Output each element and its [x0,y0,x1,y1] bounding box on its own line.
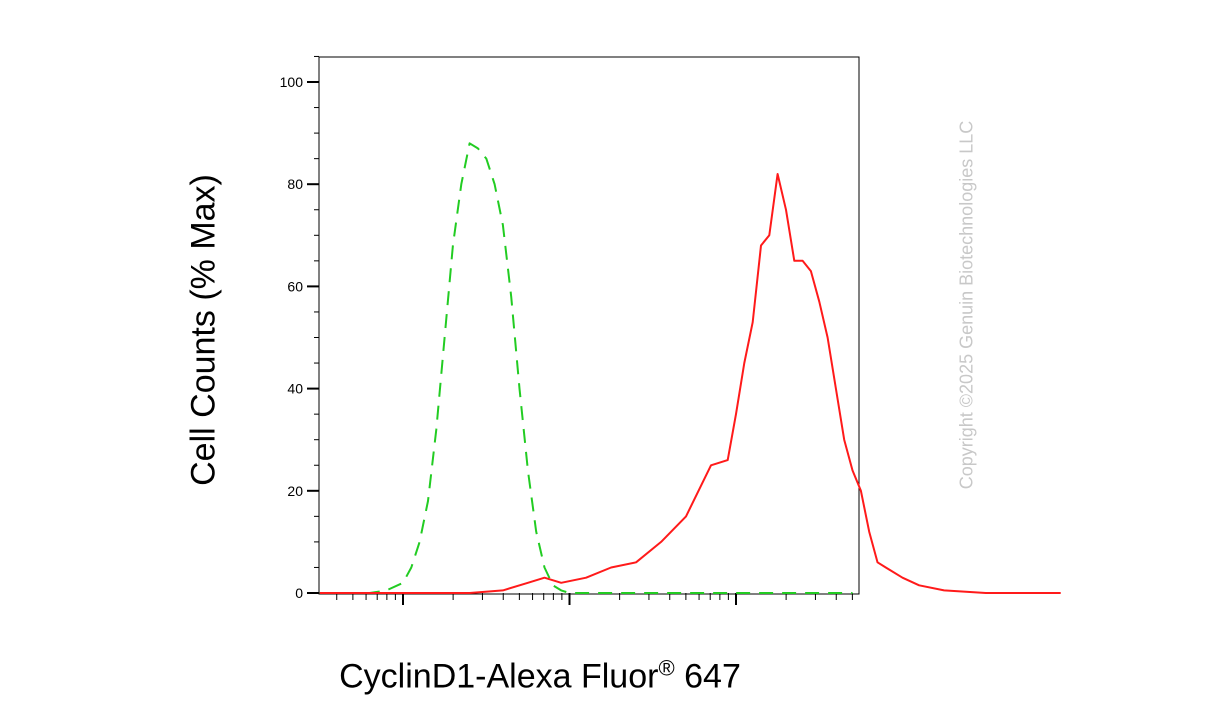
x-axis-label: CyclinD1-Alexa Fluor® 647 [339,656,741,697]
copyright-watermark: Copyright ©2025 Genuin Biotechnologies L… [956,120,977,490]
y-axis-ticks: 0 20 40 60 80 100 [280,55,319,601]
y-tick-label: 80 [287,176,303,192]
registered-mark: ® [658,655,675,681]
x-axis-ticks [336,593,853,605]
stained-sample-series [319,173,1061,594]
x-axis-label-text: CyclinD1-Alexa Fluor [339,657,659,696]
y-tick-label: 0 [295,585,303,601]
isotype-control-series [319,142,853,594]
y-tick-label: 20 [287,483,303,499]
y-tick-label: 100 [280,74,304,90]
y-tick-label: 60 [287,278,303,294]
y-tick-label: 40 [287,381,303,397]
y-axis-label: Cell Counts (% Max) [184,174,223,486]
plot-frame [318,56,860,595]
x-axis-label-suffix: 647 [674,657,741,696]
series-layer [319,142,1061,594]
